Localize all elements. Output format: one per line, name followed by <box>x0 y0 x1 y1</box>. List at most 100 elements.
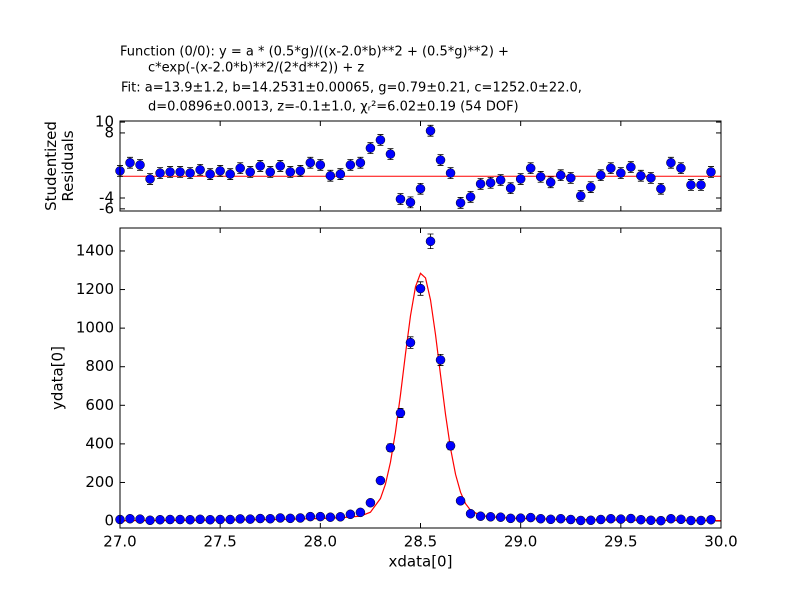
data-point <box>315 160 326 170</box>
data-point <box>375 475 386 486</box>
y-tick-label: 200 <box>85 473 114 491</box>
data-point <box>235 163 245 173</box>
data-point <box>636 514 646 525</box>
data-point <box>485 178 496 188</box>
y-axis-label: ydata[0] <box>49 346 67 410</box>
data-point <box>656 515 666 526</box>
data-point <box>165 514 175 525</box>
data-point <box>706 514 716 525</box>
title-line: Fit: a=13.9±1.2, b=14.2531±0.00065, g=0.… <box>121 81 582 96</box>
data-point <box>125 157 135 168</box>
data-point <box>646 173 656 183</box>
data-point <box>445 441 456 451</box>
axes-frame <box>119 120 722 212</box>
data-point <box>155 514 165 525</box>
data-point <box>215 514 225 525</box>
data-point <box>305 157 316 168</box>
data-point <box>145 515 155 526</box>
data-point <box>555 513 566 524</box>
title-line: d=0.0896±0.0013, z=-0.1±1.0, χᵣ²=6.02±0.… <box>148 100 519 115</box>
y-tick-label: 0 <box>104 512 114 530</box>
x-tick-label: 29.5 <box>604 533 637 551</box>
data-point <box>535 172 546 182</box>
data-point <box>555 170 566 180</box>
title-line: c*exp(-(x-2.0*b)**2/(2*d**2)) + z <box>148 61 364 76</box>
data-point <box>135 160 145 170</box>
data-point <box>255 161 265 171</box>
data-point <box>676 514 686 525</box>
data-point <box>335 169 346 179</box>
data-point <box>696 180 706 190</box>
data-point <box>385 149 396 159</box>
data-point <box>205 514 215 525</box>
x-tick-label: 29.0 <box>504 533 537 551</box>
data-point <box>616 168 626 178</box>
data-point <box>325 512 336 522</box>
data-point <box>606 163 616 173</box>
data-point <box>495 175 506 185</box>
data-point <box>566 173 576 183</box>
data-point <box>545 177 556 188</box>
data-point <box>335 512 346 522</box>
data-point <box>125 513 135 524</box>
data-point <box>525 163 536 173</box>
data-point <box>295 166 306 176</box>
data-point <box>525 512 536 523</box>
data-point <box>285 167 296 177</box>
data-point <box>586 515 596 526</box>
x-tick-label: 28.0 <box>304 533 337 551</box>
data-point <box>706 167 716 177</box>
data-point <box>175 514 185 525</box>
data-point <box>465 508 476 519</box>
y-tick-label: 8 <box>104 123 114 141</box>
axes-frame <box>119 227 722 529</box>
title-line: Function (0/0): y = a * (0.5*g)/((x-2.0*… <box>120 45 509 60</box>
data-point <box>646 515 656 526</box>
data-point <box>616 514 626 524</box>
data-point <box>275 161 286 171</box>
data-point <box>185 168 195 178</box>
data-point <box>435 355 446 365</box>
data-point <box>365 143 376 153</box>
data-point <box>145 174 155 184</box>
data-point <box>355 157 366 168</box>
data-point <box>415 184 426 194</box>
data-point <box>435 155 446 165</box>
data-point <box>345 160 356 170</box>
data-point <box>576 191 586 201</box>
data-point <box>505 183 516 193</box>
data-point <box>255 513 265 524</box>
y-tick-label: 1200 <box>76 280 114 298</box>
data-point <box>596 514 606 525</box>
data-point <box>195 514 205 525</box>
data-point <box>586 182 596 192</box>
data-point <box>355 507 366 518</box>
data-point <box>445 168 456 178</box>
data-point <box>425 126 436 136</box>
data-point <box>345 509 356 520</box>
data-point <box>295 513 306 523</box>
data-point <box>495 512 506 522</box>
data-point <box>666 157 676 168</box>
data-point <box>365 497 376 508</box>
data-point <box>265 513 275 524</box>
y-tick-label: 10 <box>95 113 114 131</box>
data-point <box>275 513 286 523</box>
data-point <box>285 513 296 524</box>
data-point <box>535 513 546 524</box>
data-point <box>475 511 486 521</box>
data-point <box>315 511 326 522</box>
data-point <box>576 515 586 526</box>
data-point <box>596 170 606 180</box>
data-point <box>395 408 406 418</box>
data-point <box>475 179 486 189</box>
data-point <box>425 236 436 247</box>
data-point <box>225 169 235 179</box>
data-point <box>375 135 386 145</box>
data-point <box>265 167 275 177</box>
data-point <box>245 167 255 177</box>
data-point <box>505 513 516 524</box>
data-point <box>245 514 255 524</box>
